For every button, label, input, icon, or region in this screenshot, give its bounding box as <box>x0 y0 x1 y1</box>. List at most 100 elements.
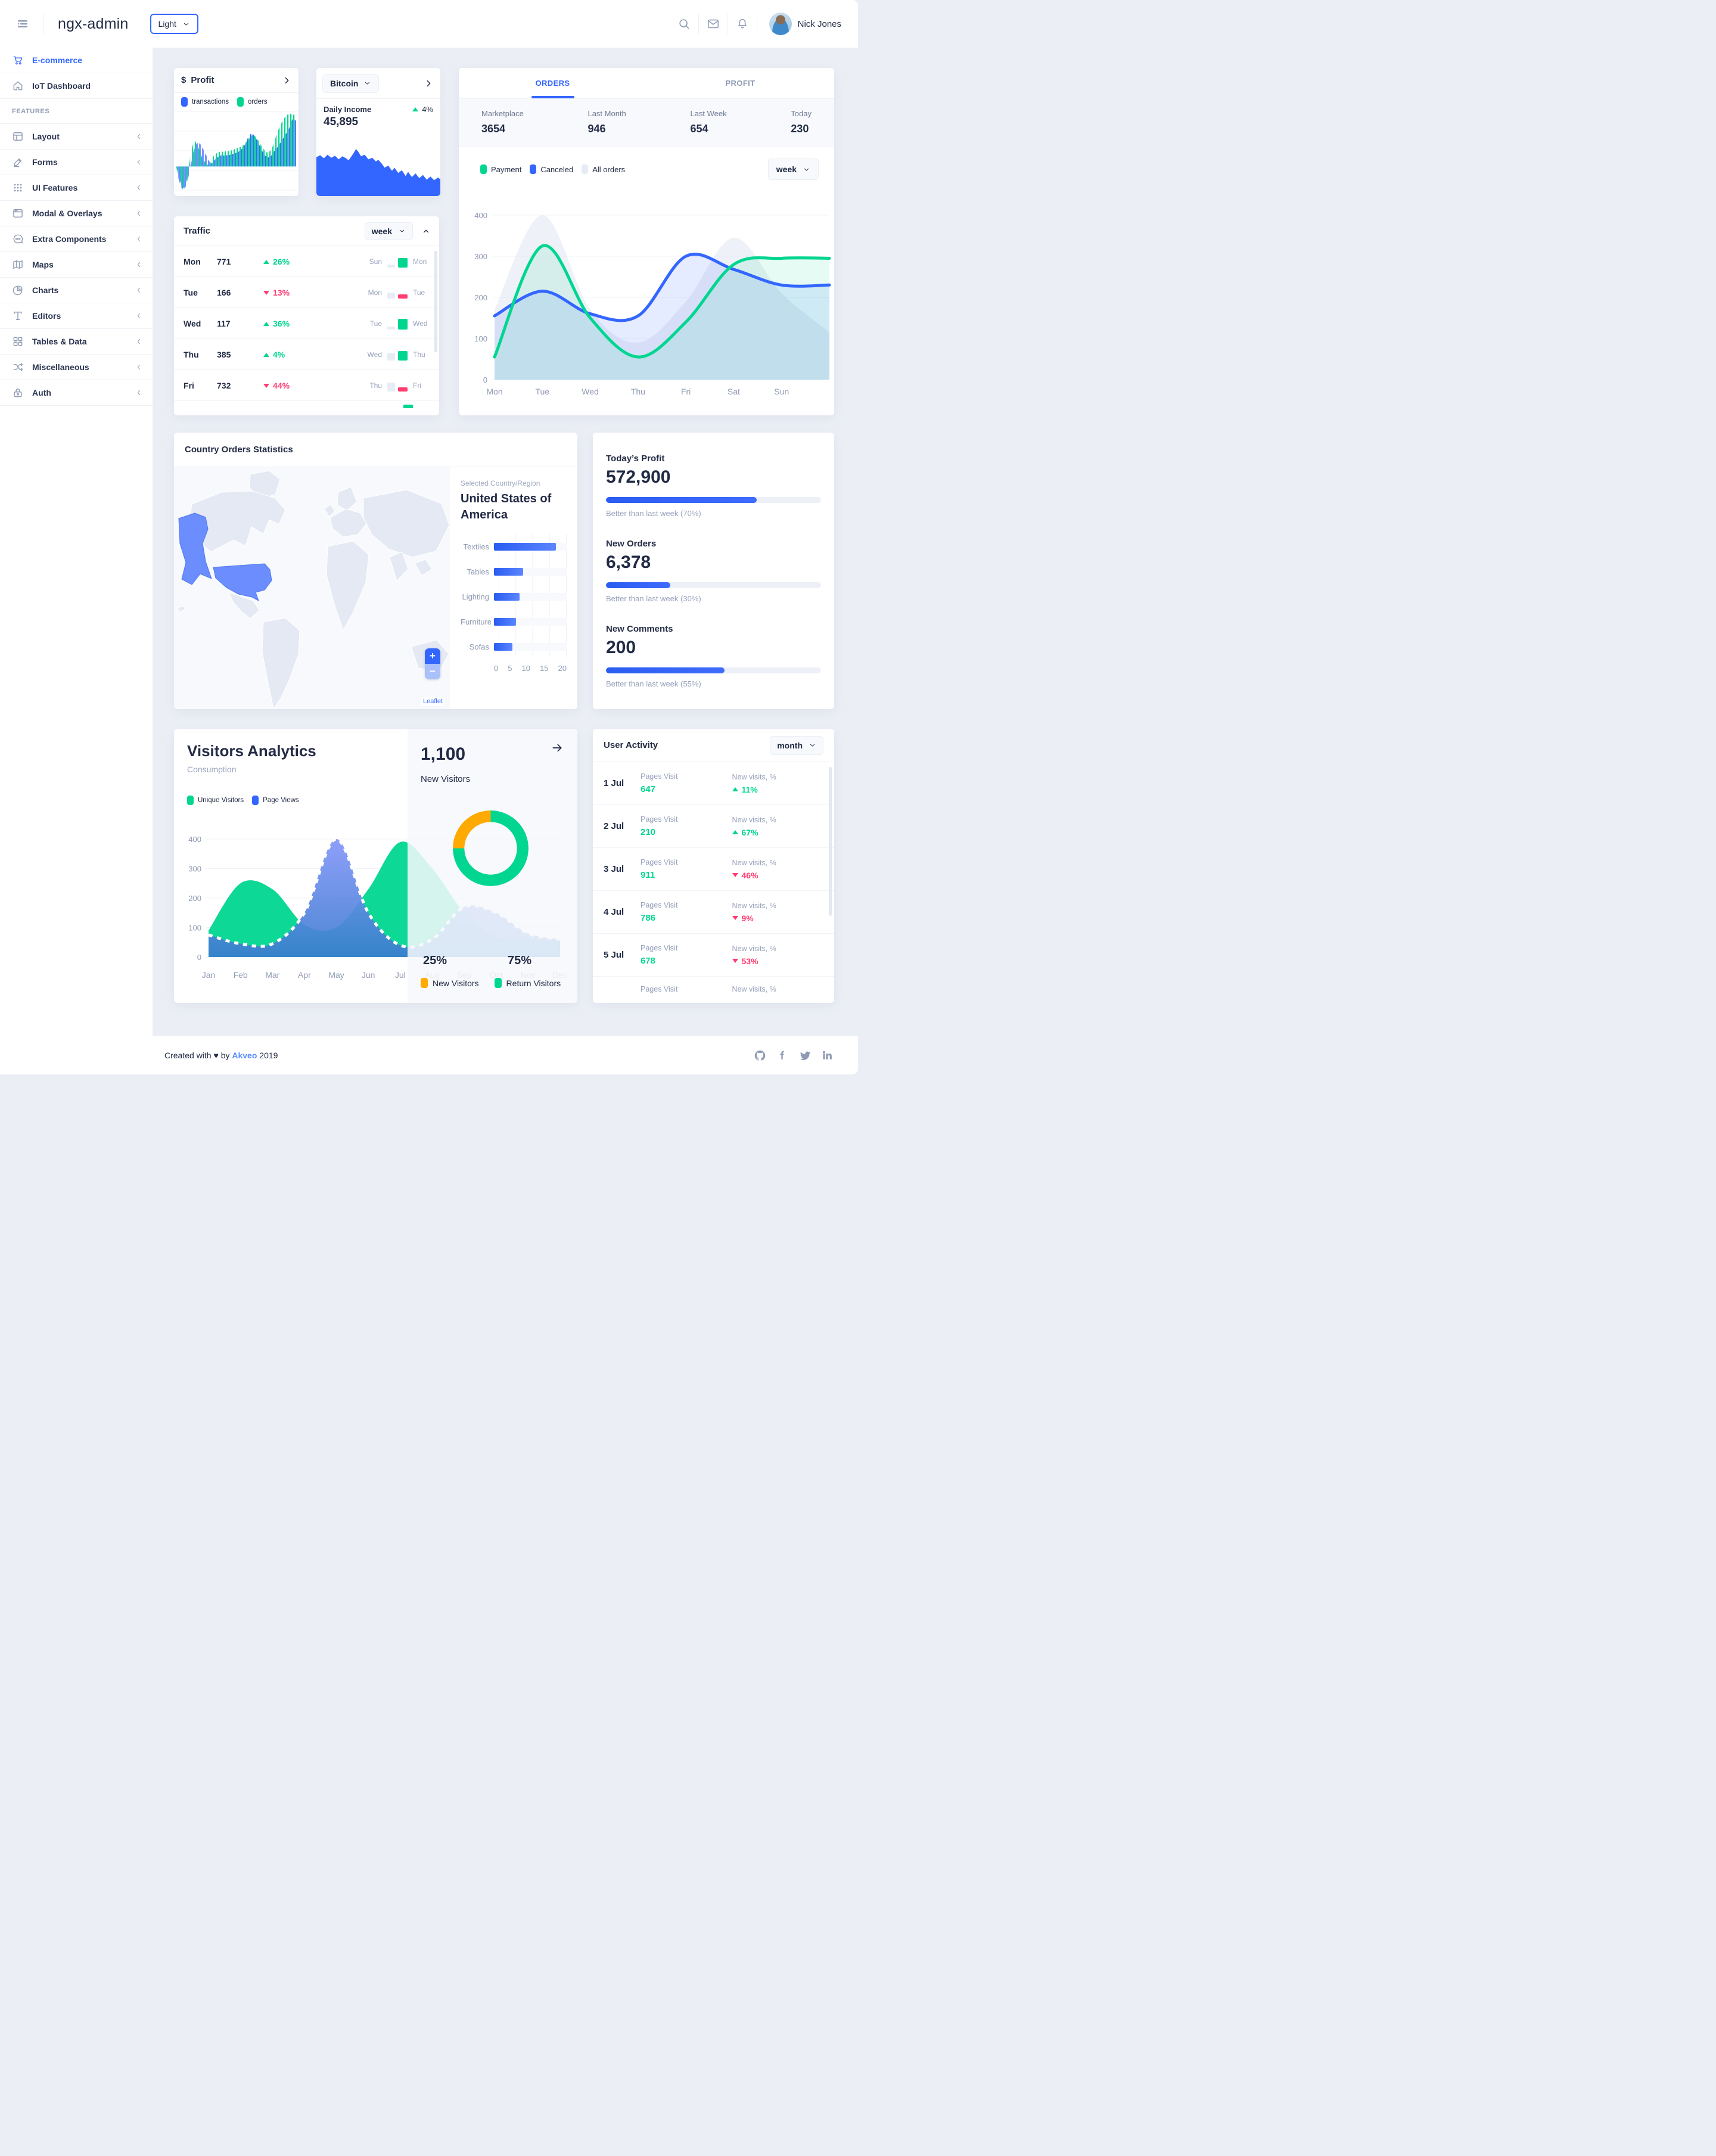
orders-tabs: ORDERS PROFIT <box>459 68 834 99</box>
bell-icon[interactable] <box>730 12 754 36</box>
traffic-value: 385 <box>217 349 231 359</box>
bitcoin-select-value: Bitcoin <box>330 78 359 88</box>
chevron-right-icon[interactable] <box>424 79 433 88</box>
scrollbar[interactable] <box>829 767 832 916</box>
activity-date: 2 Jul <box>604 821 624 831</box>
sidebar-item-layout[interactable]: Layout <box>0 124 153 150</box>
twitter-icon[interactable] <box>799 1049 812 1062</box>
sidebar-item-forms[interactable]: Forms <box>0 150 153 175</box>
svg-text:400: 400 <box>474 211 487 220</box>
search-icon[interactable] <box>672 12 696 36</box>
activity-row[interactable]: 1 Jul Pages Visit 647 New visits, % 11% <box>593 762 834 805</box>
legend-item: Return Visitors <box>494 978 561 988</box>
svg-text:100: 100 <box>474 334 487 343</box>
message-icon <box>12 233 24 245</box>
facebook-icon[interactable] <box>776 1049 789 1062</box>
legend-swatch <box>480 164 487 174</box>
email-icon[interactable] <box>701 12 725 36</box>
traffic-curr-day: Tue <box>413 288 425 297</box>
bar-track <box>494 642 567 651</box>
world-map[interactable]: + − Leaflet <box>174 467 450 709</box>
traffic-day: Tue <box>184 287 198 297</box>
sidebar-item-e-commerce[interactable]: E-commerce <box>0 48 153 73</box>
traffic-period-select[interactable]: week <box>364 222 413 240</box>
chevron-left-icon <box>135 235 143 243</box>
scrollbar[interactable] <box>434 251 437 352</box>
user-menu[interactable]: Nick Jones <box>760 13 841 35</box>
map-zoom-out-button[interactable]: − <box>425 664 440 679</box>
traffic-row[interactable]: Mon 771 26% Sun Mon <box>174 246 439 277</box>
sidebar-item-iot-dashboard[interactable]: IoT Dashboard <box>0 73 153 99</box>
github-icon[interactable] <box>754 1049 766 1062</box>
orders-period-select[interactable]: week <box>767 159 819 180</box>
legend-label: Canceled <box>540 164 574 174</box>
pie-icon <box>12 284 24 296</box>
stat-caption: Better than last week (30%) <box>606 594 701 603</box>
tab-orders[interactable]: ORDERS <box>535 79 570 88</box>
traffic-day: Mon <box>184 256 201 266</box>
traffic-curr-day: Fri <box>413 381 421 390</box>
footer-credit: Created with ♥ by Akveo 2019 <box>164 1051 278 1060</box>
sidebar-section-label: FEATURES <box>0 99 153 124</box>
sidebar-item-label: Tables & Data <box>32 337 87 346</box>
tab-profit[interactable]: PROFIT <box>725 79 756 88</box>
curr-bar <box>398 387 408 392</box>
chevron-down-icon <box>363 79 371 87</box>
svg-text:0: 0 <box>483 375 487 384</box>
sidebar-item-ui-features[interactable]: UI Features <box>0 175 153 201</box>
traffic-row[interactable]: Tue 166 13% Mon Tue <box>174 277 439 308</box>
activity-date: 1 Jul <box>604 778 624 788</box>
svg-text:Sun: Sun <box>774 387 789 396</box>
sidebar-item-label: Editors <box>32 311 61 321</box>
selected-country-name: United States of America <box>461 492 552 521</box>
sidebar-item-modal-overlays[interactable]: Modal & Overlays <box>0 201 153 226</box>
arrow-right-icon[interactable] <box>551 742 563 754</box>
collapse-icon[interactable] <box>421 226 431 236</box>
theme-select[interactable]: Light <box>150 14 198 34</box>
map-attribution[interactable]: Leaflet <box>420 697 445 706</box>
traffic-prev-day: Mon <box>368 288 382 297</box>
linkedin-icon[interactable] <box>822 1049 834 1062</box>
sidebar-item-maps[interactable]: Maps <box>0 252 153 278</box>
col-header: Pages Visit <box>641 858 678 866</box>
daily-income-value: 45,895 <box>324 116 359 128</box>
sidebar-item-editors[interactable]: Editors <box>0 303 153 329</box>
layout-icon <box>12 131 24 142</box>
bitcoin-select[interactable]: Bitcoin <box>322 73 380 93</box>
activity-row[interactable]: 2 Jul Pages Visit 210 New visits, % 67% <box>593 805 834 848</box>
orders-legend: Payment Canceled All orders <box>480 164 625 174</box>
traffic-value: 166 <box>217 287 231 297</box>
activity-date: 3 Jul <box>604 864 624 874</box>
activity-row[interactable]: 4 Jul Pages Visit 786 New visits, % 9% <box>593 891 834 934</box>
traffic-row[interactable]: Fri 732 44% Thu Fri <box>174 370 439 401</box>
activity-row[interactable]: 3 Jul Pages Visit 911 New visits, % 46% <box>593 848 834 891</box>
akveo-link[interactable]: Akveo <box>232 1051 257 1060</box>
menu-icon[interactable] <box>11 12 35 36</box>
svg-text:Apr: Apr <box>298 970 311 980</box>
app-logo[interactable]: ngx-admin <box>58 15 129 32</box>
legend-label: orders <box>248 98 268 105</box>
traffic-day: Fri <box>184 380 194 390</box>
legend-swatch <box>582 164 589 174</box>
legend-item: Page Views <box>252 796 299 805</box>
activity-row[interactable]: 5 Jul Pages Visit 678 New visits, % 53% <box>593 934 834 977</box>
traffic-value: 732 <box>217 380 231 390</box>
traffic-row[interactable]: Thu 385 4% Wed Thu <box>174 339 439 370</box>
sidebar-item-label: Miscellaneous <box>32 362 89 372</box>
daily-income-label: Daily Income <box>324 105 372 114</box>
map-zoom-in-button[interactable]: + <box>425 648 440 664</box>
stat-title: New Comments <box>606 624 673 634</box>
sidebar-item-auth[interactable]: Auth <box>0 380 153 406</box>
chevron-right-icon[interactable] <box>282 76 291 85</box>
svg-text:Sat: Sat <box>728 387 740 396</box>
activity-period-select[interactable]: month <box>770 735 823 755</box>
col-header: New visits, % <box>732 858 776 867</box>
sidebar-item-tables-data[interactable]: Tables & Data <box>0 329 153 355</box>
sidebar-item-label: UI Features <box>32 183 78 192</box>
sidebar-item-charts[interactable]: Charts <box>0 278 153 303</box>
stat-value: 6,378 <box>606 552 651 572</box>
sidebar-item-miscellaneous[interactable]: Miscellaneous <box>0 355 153 380</box>
traffic-row[interactable]: Wed 117 36% Tue Wed <box>174 308 439 339</box>
profit-card: $ Profit transactions orders <box>174 68 299 196</box>
sidebar-item-extra-components[interactable]: Extra Components <box>0 226 153 252</box>
